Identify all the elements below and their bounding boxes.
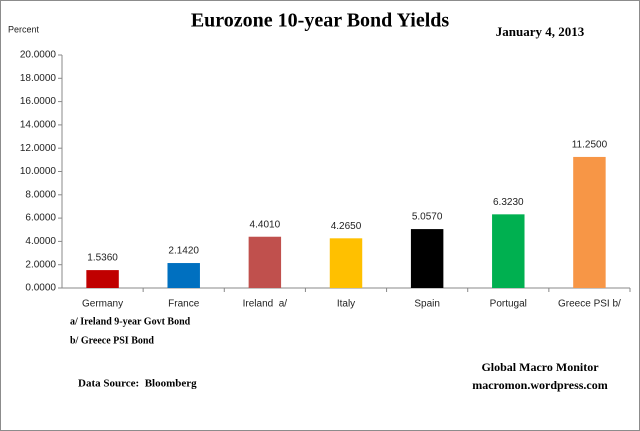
y-tick-label: 20.0000: [20, 50, 57, 61]
source: Data Source: Bloomberg: [78, 378, 197, 390]
bar: [86, 270, 119, 288]
data-label: 1.5360: [87, 253, 118, 264]
y-tick-label: 12.0000: [20, 143, 57, 154]
chart-title: Eurozone 10-year Bond Yields: [191, 10, 450, 32]
credit: macromon.wordpress.com: [472, 378, 608, 392]
y-tick-label: 8.0000: [25, 189, 56, 200]
x-tick-label: Germany: [82, 299, 123, 310]
y-tick-label: 16.0000: [20, 96, 57, 107]
y-tick-label: 10.0000: [20, 166, 57, 177]
data-label: 6.3230: [493, 197, 524, 208]
x-tick-label: Italy: [337, 299, 355, 310]
footnote: a/ Ireland 9-year Govt Bond: [70, 316, 191, 327]
y-tick-label: 4.0000: [25, 236, 56, 247]
data-label: 4.4010: [250, 219, 281, 230]
bar: [248, 236, 282, 288]
chart-subtitle: January 4, 2013: [496, 24, 585, 39]
y-axis-label: Percent: [8, 24, 40, 34]
y-tick-label: 2.0000: [25, 259, 56, 270]
x-tick-label: Portugal: [490, 299, 527, 310]
data-label: 2.1420: [168, 246, 199, 257]
y-tick-label: 18.0000: [20, 73, 57, 84]
y-tick-label: 14.0000: [20, 120, 57, 131]
data-label: 5.0570: [412, 212, 443, 223]
data-label: 11.2500: [572, 140, 608, 151]
bar: [329, 238, 363, 288]
x-tick-label: Spain: [414, 299, 440, 310]
y-tick-label: 6.0000: [25, 213, 56, 224]
y-tick-label: 0.0000: [25, 283, 56, 294]
bar: [167, 263, 200, 288]
bar: [492, 214, 525, 288]
footnote: b/ Greece PSI Bond: [70, 335, 154, 346]
x-tick-label: France: [168, 299, 200, 310]
credit: Global Macro Monitor: [481, 360, 599, 374]
data-label: 4.2650: [331, 221, 362, 232]
x-tick-label: Ireland a/: [243, 299, 288, 310]
bar: [410, 229, 444, 288]
bar: [573, 156, 606, 288]
x-tick-label: Greece PSI b/: [558, 299, 621, 310]
